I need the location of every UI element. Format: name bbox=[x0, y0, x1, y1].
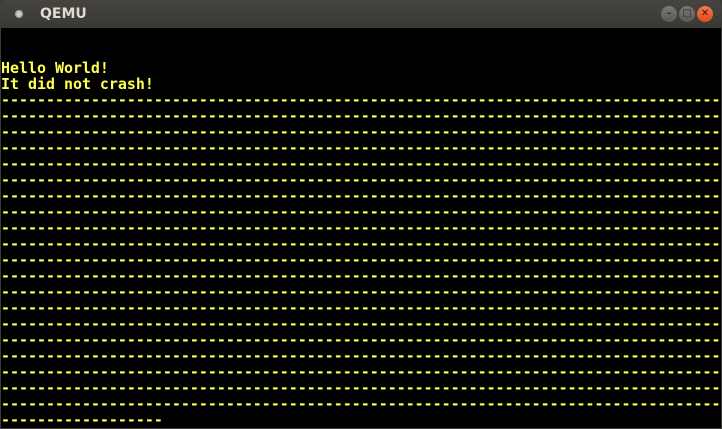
minimize-button[interactable]: – bbox=[661, 6, 677, 22]
screen-line: ----------------------------------------… bbox=[1, 219, 721, 237]
close-button[interactable]: ✕ bbox=[697, 6, 713, 22]
screen-line: ----------------------------------------… bbox=[1, 139, 721, 157]
screen-line: ----------------------------------------… bbox=[1, 395, 721, 413]
screen-line: ----------------------------------------… bbox=[1, 251, 721, 269]
screen-line: ----------------------------------------… bbox=[1, 187, 721, 205]
screen-line: It did not crash! bbox=[1, 75, 154, 93]
screen-line: ----------------------------------------… bbox=[1, 299, 721, 317]
screen-line: ----------------------------------------… bbox=[1, 123, 721, 141]
screen-line bbox=[1, 44, 721, 60]
close-icon: ✕ bbox=[700, 8, 710, 19]
screen-line: ----------------------------------------… bbox=[1, 107, 721, 125]
screen-line: ----------------------------------------… bbox=[1, 203, 721, 221]
screen-line: ----------------------------------------… bbox=[1, 155, 721, 173]
title-bar[interactable]: QEMU – □ ✕ bbox=[0, 0, 722, 28]
screen-line: ----------------------------------------… bbox=[1, 315, 721, 333]
screen-line: Hello World! bbox=[1, 59, 109, 77]
screen-line: ------------------ bbox=[1, 411, 163, 428]
screen-line: ----------------------------------------… bbox=[1, 331, 721, 349]
window-title: QEMU bbox=[40, 6, 87, 22]
screen-line: ----------------------------------------… bbox=[1, 267, 721, 285]
screen-line bbox=[1, 28, 721, 44]
screen-line: ----------------------------------------… bbox=[1, 283, 721, 301]
screen-line: ----------------------------------------… bbox=[1, 363, 721, 381]
maximize-button[interactable]: □ bbox=[679, 6, 695, 22]
vga-text-screen[interactable]: Hello World! It did not crash! -----------… bbox=[1, 28, 721, 428]
screen-line: ----------------------------------------… bbox=[1, 171, 721, 189]
window-menu-icon[interactable] bbox=[15, 10, 23, 18]
screen-line: ----------------------------------------… bbox=[1, 235, 721, 253]
minimize-icon: – bbox=[666, 8, 672, 19]
maximize-icon: □ bbox=[682, 8, 692, 19]
screen-line: ----------------------------------------… bbox=[1, 91, 721, 109]
screen-line: ----------------------------------------… bbox=[1, 379, 721, 397]
screen-line: ----------------------------------------… bbox=[1, 347, 721, 365]
